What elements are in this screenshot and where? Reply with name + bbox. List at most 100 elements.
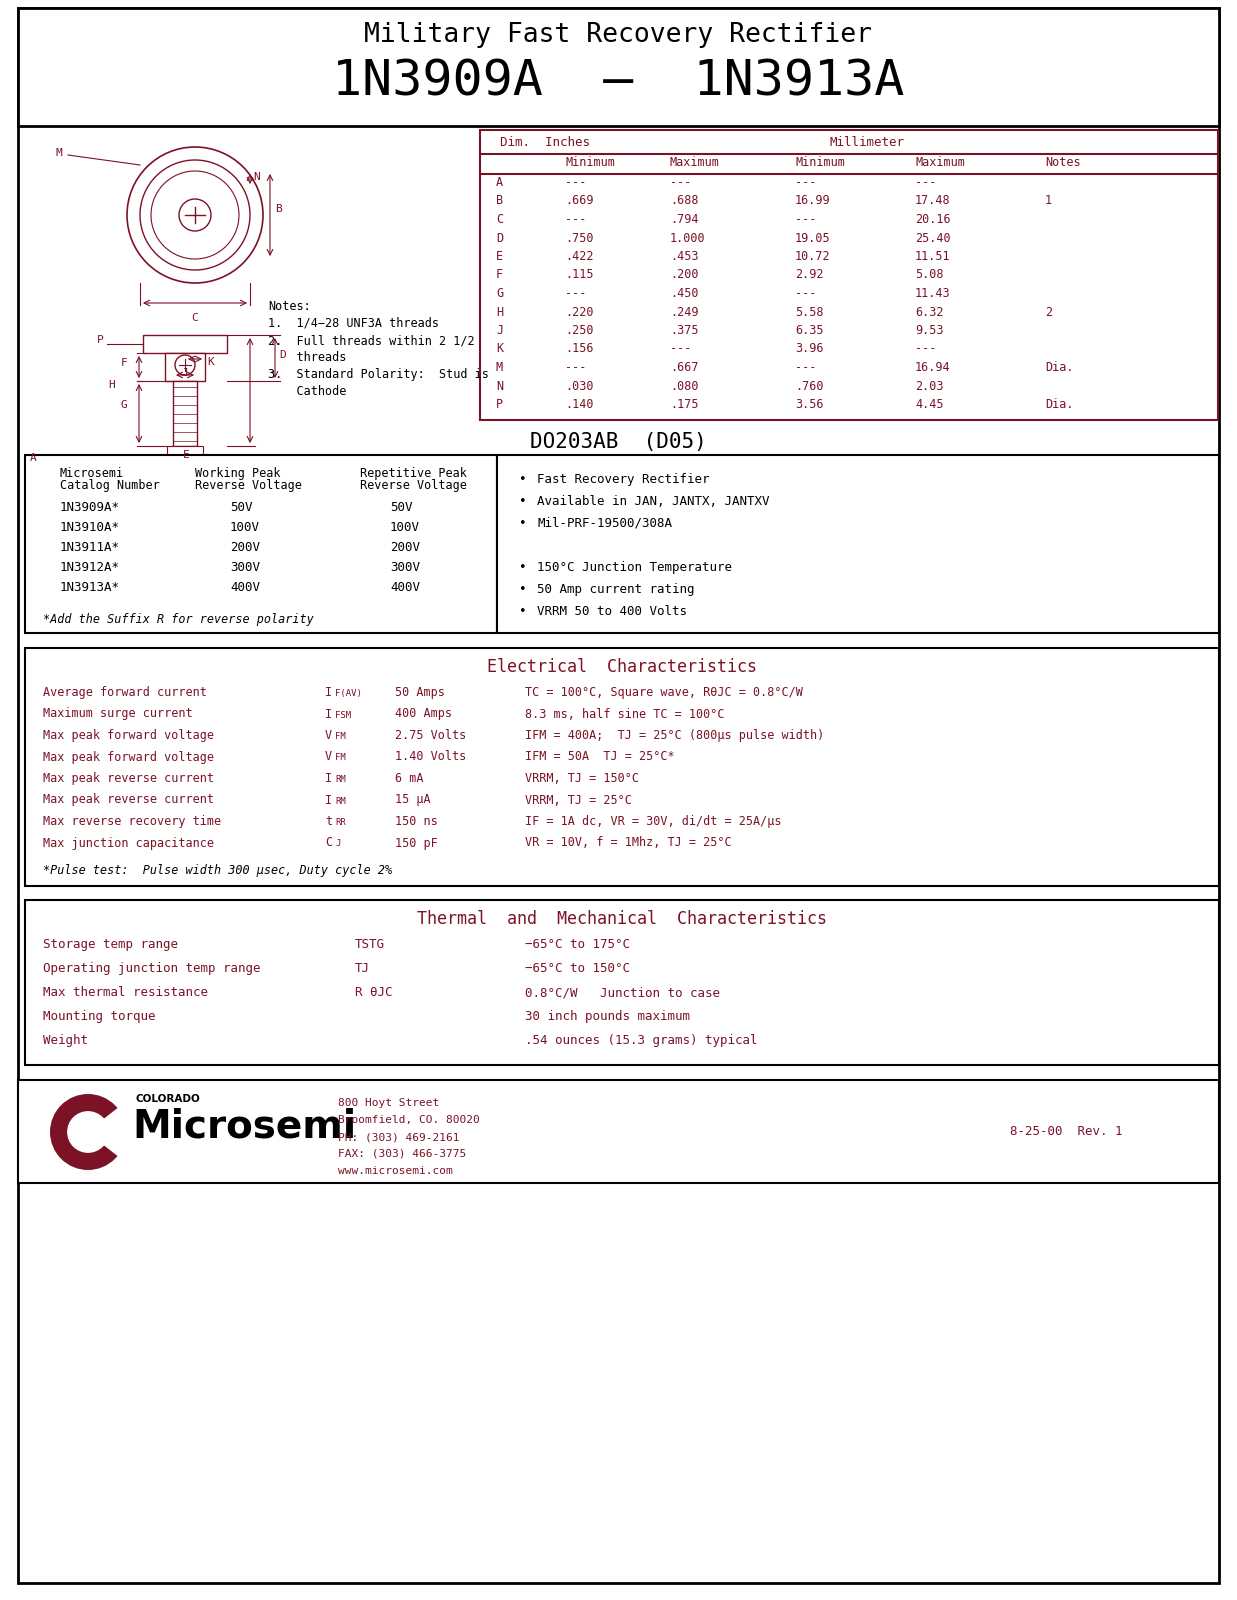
Text: 8-25-00  Rev. 1: 8-25-00 Rev. 1 (1009, 1125, 1122, 1138)
Circle shape (174, 355, 195, 374)
Text: 6.32: 6.32 (915, 306, 944, 318)
Text: 50V: 50V (390, 501, 412, 514)
Text: F: F (496, 269, 503, 282)
Text: 6 mA: 6 mA (395, 773, 423, 786)
Text: .250: .250 (565, 323, 594, 338)
Circle shape (67, 1110, 109, 1154)
Text: 16.94: 16.94 (915, 362, 950, 374)
Text: Max peak forward voltage: Max peak forward voltage (43, 730, 214, 742)
Text: TJ: TJ (355, 962, 370, 974)
Text: Available in JAN, JANTX, JANTXV: Available in JAN, JANTX, JANTXV (537, 494, 769, 509)
Text: 3.56: 3.56 (795, 398, 824, 411)
Text: Max peak reverse current: Max peak reverse current (43, 773, 214, 786)
Text: .375: .375 (670, 323, 699, 338)
Text: VRRM, TJ = 150°C: VRRM, TJ = 150°C (524, 773, 640, 786)
Text: Working Peak: Working Peak (195, 467, 281, 480)
Text: P: P (96, 334, 104, 346)
Wedge shape (88, 1107, 127, 1157)
Text: C: C (325, 837, 332, 850)
Text: 300V: 300V (390, 562, 421, 574)
Text: •: • (520, 517, 527, 530)
Text: 16.99: 16.99 (795, 195, 830, 208)
Text: N: N (496, 379, 503, 392)
Text: Thermal  and  Mechanical  Characteristics: Thermal and Mechanical Characteristics (417, 910, 828, 928)
Text: Max junction capacitance: Max junction capacitance (43, 837, 214, 850)
Bar (480, 130, 1218, 419)
Text: Operating junction temp range: Operating junction temp range (43, 962, 261, 974)
Text: N: N (254, 171, 260, 182)
Text: .200: .200 (670, 269, 699, 282)
Text: IF = 1A dc, VR = 30V, di/dt = 25A/μs: IF = 1A dc, VR = 30V, di/dt = 25A/μs (524, 814, 782, 829)
Text: Microsemi: Microsemi (132, 1107, 356, 1146)
Text: G: G (120, 400, 127, 410)
Text: J: J (182, 368, 188, 378)
Bar (25, 648, 1218, 886)
Text: 1N3911A*: 1N3911A* (61, 541, 120, 554)
Text: IFM = 400A;  TJ = 25°C (800μs pulse width): IFM = 400A; TJ = 25°C (800μs pulse width… (524, 730, 824, 742)
Text: IFM = 50A  TJ = 25°C*: IFM = 50A TJ = 25°C* (524, 750, 674, 763)
Text: Reverse Voltage: Reverse Voltage (195, 478, 302, 493)
Text: 400V: 400V (390, 581, 421, 594)
Text: Reverse Voltage: Reverse Voltage (360, 478, 466, 493)
Text: D: D (280, 350, 286, 360)
Text: 2.03: 2.03 (915, 379, 944, 392)
Text: ---: --- (795, 213, 816, 226)
Text: B: B (496, 195, 503, 208)
Text: VRRM, TJ = 25°C: VRRM, TJ = 25°C (524, 794, 632, 806)
Circle shape (49, 1094, 126, 1170)
Text: E: E (496, 250, 503, 262)
Bar (25, 899, 1218, 1066)
Text: Dim.  Inches: Dim. Inches (500, 136, 590, 149)
Text: I: I (325, 773, 332, 786)
Text: B: B (275, 203, 282, 214)
Text: 1.000: 1.000 (670, 232, 705, 245)
Text: ---: --- (915, 176, 936, 189)
Bar (167, 446, 203, 456)
Text: Minimum: Minimum (565, 157, 615, 170)
Text: 100V: 100V (390, 522, 421, 534)
Text: 1N3912A*: 1N3912A* (61, 562, 120, 574)
Text: PH: (303) 469-2161: PH: (303) 469-2161 (338, 1133, 459, 1142)
Circle shape (140, 160, 250, 270)
Text: 1N3910A*: 1N3910A* (61, 522, 120, 534)
Wedge shape (88, 1118, 109, 1146)
Text: ---: --- (795, 286, 816, 301)
Text: Fast Recovery Rectifier: Fast Recovery Rectifier (537, 474, 710, 486)
Text: Weight: Weight (43, 1034, 88, 1046)
Bar (177, 206, 213, 222)
Text: 10.72: 10.72 (795, 250, 830, 262)
Text: 800 Hoyt Street: 800 Hoyt Street (338, 1098, 439, 1107)
Text: Electrical  Characteristics: Electrical Characteristics (487, 658, 757, 675)
Text: F(AV): F(AV) (335, 690, 362, 698)
Text: 1.40 Volts: 1.40 Volts (395, 750, 466, 763)
Text: .030: .030 (565, 379, 594, 392)
Text: Average forward current: Average forward current (43, 686, 207, 699)
Text: 200V: 200V (390, 541, 421, 554)
Text: Notes:: Notes: (268, 301, 310, 314)
Text: .450: .450 (670, 286, 699, 301)
Text: 9.53: 9.53 (915, 323, 944, 338)
Text: *Pulse test:  Pulse width 300 μsec, Duty cycle 2%: *Pulse test: Pulse width 300 μsec, Duty … (43, 864, 392, 877)
Text: R θJC: R θJC (355, 986, 392, 998)
Text: 6.35: 6.35 (795, 323, 824, 338)
Text: Millimeter: Millimeter (830, 136, 905, 149)
Text: Minimum: Minimum (795, 157, 845, 170)
Bar (497, 454, 1218, 634)
Text: V: V (325, 750, 332, 763)
Text: ---: --- (915, 342, 936, 355)
Text: 2: 2 (1045, 306, 1053, 318)
Text: 15 μA: 15 μA (395, 794, 430, 806)
Text: ---: --- (670, 176, 691, 189)
Text: 3.96: 3.96 (795, 342, 824, 355)
Text: ---: --- (565, 362, 586, 374)
Text: Microsemi: Microsemi (61, 467, 124, 480)
Text: Dia.: Dia. (1045, 398, 1074, 411)
Text: H: H (496, 306, 503, 318)
Text: Broomfield, CO. 80020: Broomfield, CO. 80020 (338, 1115, 480, 1125)
Text: Mil-PRF-19500/308A: Mil-PRF-19500/308A (537, 517, 672, 530)
Text: 150 ns: 150 ns (395, 814, 438, 829)
Circle shape (179, 198, 212, 230)
Text: DO203AB  (D05): DO203AB (D05) (529, 432, 706, 451)
Text: 100V: 100V (230, 522, 260, 534)
Text: A: A (30, 453, 37, 462)
